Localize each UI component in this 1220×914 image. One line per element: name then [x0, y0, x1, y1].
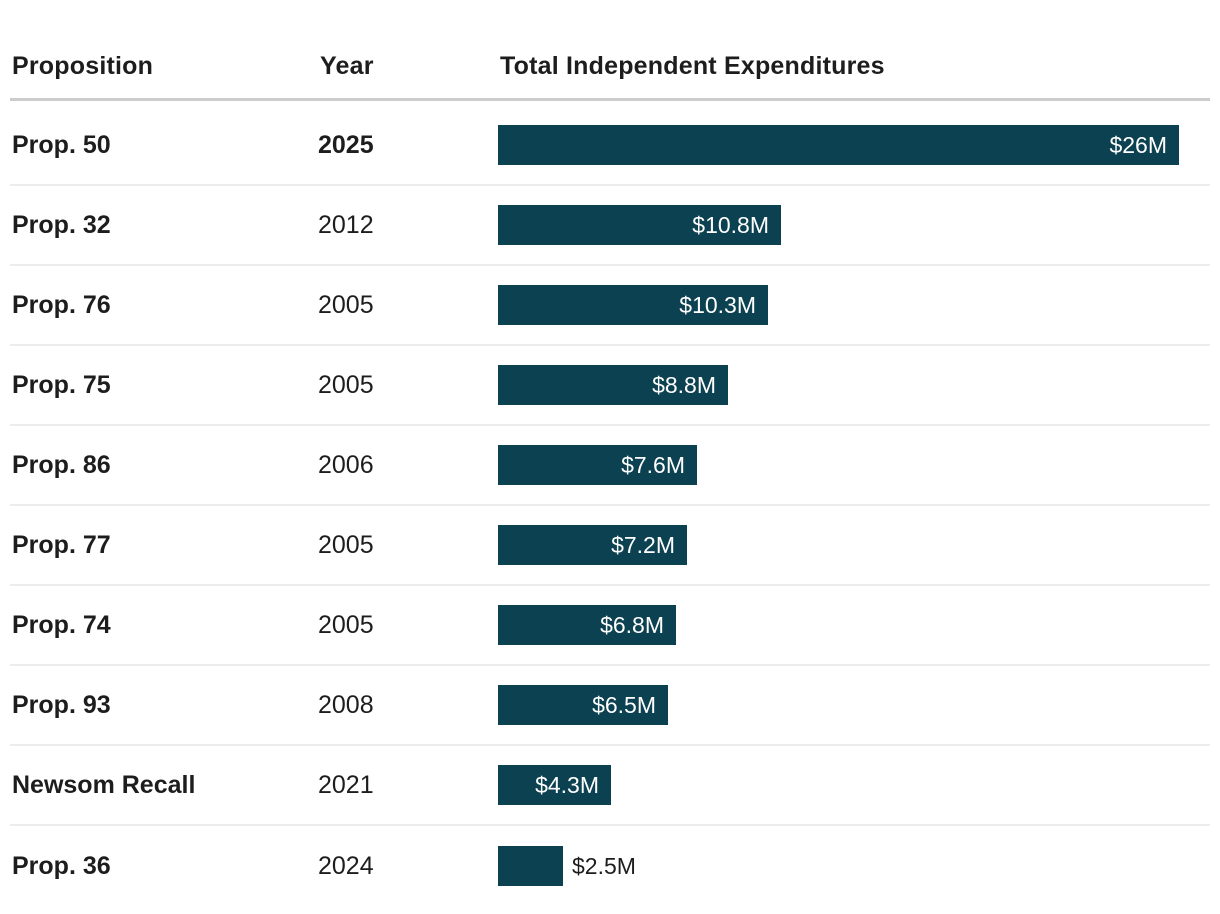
expenditure-bar [498, 846, 563, 886]
table-row: Prop. 76 2005 $10.3M [10, 266, 1210, 346]
bar-value-label: $7.2M [611, 531, 675, 558]
bar-cell: $7.2M [498, 506, 1210, 584]
bar-value-label: $7.6M [621, 451, 685, 478]
proposition-label: Prop. 93 [12, 690, 111, 719]
proposition-label: Prop. 74 [12, 610, 111, 639]
year-label: 2021 [318, 770, 374, 799]
year-label: 2024 [318, 851, 374, 880]
year-label: 2008 [318, 690, 374, 719]
proposition-label: Prop. 32 [12, 210, 111, 239]
bar-value-label: $2.5M [572, 852, 636, 879]
year-label: 2005 [318, 610, 374, 639]
table-row: Prop. 36 2024 $2.5M [10, 826, 1210, 906]
expenditure-bar: $7.2M [498, 525, 687, 565]
bar-cell: $26M [498, 106, 1210, 184]
column-header-year: Year [320, 51, 374, 80]
expenditure-bar: $8.8M [498, 365, 728, 405]
table-row: Prop. 77 2005 $7.2M [10, 506, 1210, 586]
table-row: Prop. 32 2012 $10.8M [10, 186, 1210, 266]
table-row: Prop. 93 2008 $6.5M [10, 666, 1210, 746]
proposition-label: Newsom Recall [12, 770, 196, 799]
bar-value-label: $6.8M [600, 611, 664, 638]
table-row: Prop. 74 2005 $6.8M [10, 586, 1210, 666]
bar-value-label: $10.8M [692, 211, 769, 238]
proposition-label: Prop. 76 [12, 290, 111, 319]
table-row: Prop. 75 2005 $8.8M [10, 346, 1210, 426]
proposition-label: Prop. 75 [12, 370, 111, 399]
bar-cell: $6.5M [498, 666, 1210, 744]
expenditure-bar: $26M [498, 125, 1179, 165]
bar-value-label: $26M [1109, 131, 1167, 158]
table-row: Prop. 50 2025 $26M [10, 106, 1210, 186]
bar-cell: $7.6M [498, 426, 1210, 504]
year-label: 2005 [318, 370, 374, 399]
expenditure-bar: $7.6M [498, 445, 697, 485]
bar-cell: $6.8M [498, 586, 1210, 664]
expenditure-bar: $6.8M [498, 605, 676, 645]
table-body: Prop. 50 2025 $26M Prop. 32 2012 $10.8M … [10, 101, 1210, 906]
bar-cell: $10.8M [498, 186, 1210, 264]
bar-cell: $8.8M [498, 346, 1210, 424]
proposition-label: Prop. 77 [12, 530, 111, 559]
year-label: 2005 [318, 530, 374, 559]
bar-value-label: $8.8M [652, 371, 716, 398]
expenditure-bar: $10.3M [498, 285, 768, 325]
bar-cell: $4.3M [498, 746, 1210, 824]
expenditure-bar: $4.3M [498, 765, 611, 805]
bar-cell: $10.3M [498, 266, 1210, 344]
year-label: 2025 [318, 130, 374, 159]
column-header-total-independent-expenditures: Total Independent Expenditures [500, 51, 885, 80]
proposition-label: Prop. 36 [12, 851, 111, 880]
bar-value-label: $10.3M [679, 291, 756, 318]
table-row: Prop. 86 2006 $7.6M [10, 426, 1210, 506]
proposition-label: Prop. 50 [12, 130, 111, 159]
bar-value-label: $6.5M [592, 691, 656, 718]
bar-cell: $2.5M [498, 826, 1210, 906]
table-row: Newsom Recall 2021 $4.3M [10, 746, 1210, 826]
expenditure-bar: $10.8M [498, 205, 781, 245]
year-label: 2006 [318, 450, 374, 479]
table-header: Proposition Year Total Independent Expen… [10, 48, 1210, 84]
expenditure-bar: $6.5M [498, 685, 668, 725]
bar-value-label: $4.3M [535, 771, 599, 798]
year-label: 2005 [318, 290, 374, 319]
proposition-label: Prop. 86 [12, 450, 111, 479]
year-label: 2012 [318, 210, 374, 239]
header-divider [10, 98, 1210, 101]
column-header-proposition: Proposition [12, 51, 154, 80]
